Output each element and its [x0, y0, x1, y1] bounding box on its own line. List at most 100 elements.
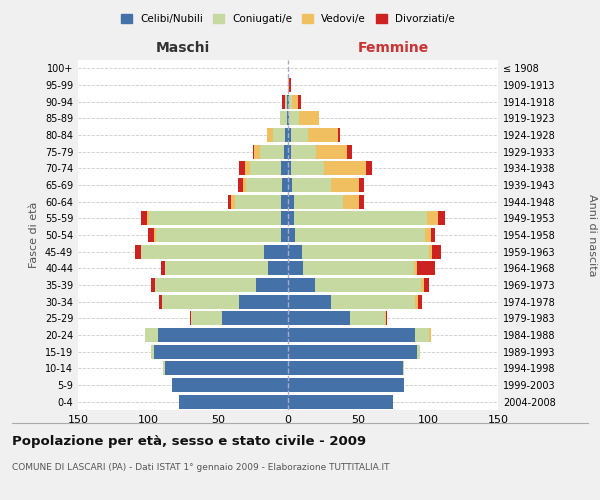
Text: Anni di nascita: Anni di nascita	[587, 194, 597, 276]
Bar	[367, 162, 372, 175]
Bar	[430, 244, 432, 259]
Bar	[284, 144, 288, 159]
Bar	[359, 178, 364, 192]
Bar	[245, 162, 250, 175]
Bar	[162, 294, 239, 308]
Bar	[338, 128, 340, 142]
Bar	[190, 311, 191, 326]
Bar	[288, 278, 314, 292]
Bar	[243, 178, 246, 192]
Bar	[343, 194, 359, 209]
Bar	[418, 294, 422, 308]
Bar	[151, 344, 154, 359]
Bar	[250, 162, 281, 175]
Bar	[253, 144, 254, 159]
Bar	[149, 211, 281, 226]
Bar	[417, 261, 435, 276]
Bar	[288, 162, 291, 175]
Bar	[350, 311, 385, 326]
Bar	[385, 311, 386, 326]
Bar	[267, 128, 272, 142]
Bar	[291, 144, 316, 159]
Bar	[403, 361, 404, 376]
Bar	[308, 128, 338, 142]
Bar	[288, 394, 393, 409]
Bar	[179, 394, 288, 409]
Bar	[288, 144, 291, 159]
Bar	[386, 311, 388, 326]
Bar	[288, 244, 302, 259]
Bar	[316, 144, 347, 159]
Bar	[281, 162, 288, 175]
Bar	[235, 194, 281, 209]
Bar	[254, 144, 260, 159]
Bar	[288, 78, 289, 92]
Bar	[295, 228, 425, 242]
Bar	[222, 311, 288, 326]
Bar	[291, 128, 308, 142]
Bar	[288, 194, 293, 209]
Bar	[424, 278, 430, 292]
Bar	[325, 162, 367, 175]
Bar	[281, 211, 288, 226]
Bar	[268, 261, 288, 276]
Bar	[293, 211, 427, 226]
Bar	[260, 144, 284, 159]
Bar	[239, 162, 245, 175]
Bar	[359, 194, 364, 209]
Bar	[331, 178, 359, 192]
Bar	[154, 344, 288, 359]
Text: COMUNE DI LASCARI (PA) - Dati ISTAT 1° gennaio 2009 - Elaborazione TUTTITALIA.IT: COMUNE DI LASCARI (PA) - Dati ISTAT 1° g…	[12, 463, 389, 472]
Bar	[288, 328, 415, 342]
Bar	[432, 244, 440, 259]
Bar	[287, 112, 288, 126]
Bar	[288, 94, 289, 109]
Bar	[239, 294, 288, 308]
Bar	[281, 228, 288, 242]
Bar	[289, 112, 299, 126]
Bar	[280, 112, 287, 126]
Bar	[172, 378, 288, 392]
Bar	[288, 128, 291, 142]
Bar	[288, 294, 331, 308]
Bar	[141, 244, 264, 259]
Bar	[151, 278, 155, 292]
Bar	[228, 194, 230, 209]
Bar	[415, 294, 418, 308]
Bar	[304, 261, 414, 276]
Bar	[414, 261, 417, 276]
Bar	[283, 94, 285, 109]
Bar	[289, 94, 292, 109]
Bar	[281, 194, 288, 209]
Bar	[285, 128, 288, 142]
Bar	[154, 228, 157, 242]
Bar	[136, 244, 141, 259]
Bar	[283, 178, 288, 192]
Bar	[165, 261, 268, 276]
Bar	[288, 311, 350, 326]
Bar	[285, 94, 287, 109]
Bar	[191, 311, 222, 326]
Bar	[230, 194, 235, 209]
Bar	[288, 361, 403, 376]
Bar	[288, 228, 295, 242]
Bar	[287, 94, 288, 109]
Bar	[421, 278, 424, 292]
Bar	[145, 328, 158, 342]
Bar	[288, 261, 304, 276]
Bar	[292, 178, 331, 192]
Bar	[288, 344, 417, 359]
Bar	[427, 211, 438, 226]
Legend: Celibi/Nubili, Coniugati/e, Vedovi/e, Divorziati/e: Celibi/Nubili, Coniugati/e, Vedovi/e, Di…	[117, 10, 459, 29]
Bar	[288, 112, 289, 126]
Text: Maschi: Maschi	[156, 41, 210, 55]
Bar	[272, 128, 285, 142]
Bar	[159, 294, 162, 308]
Bar	[430, 328, 431, 342]
Bar	[264, 244, 288, 259]
Bar	[291, 162, 325, 175]
Bar	[148, 228, 154, 242]
Bar	[157, 228, 281, 242]
Bar	[347, 144, 352, 159]
Bar	[146, 211, 149, 226]
